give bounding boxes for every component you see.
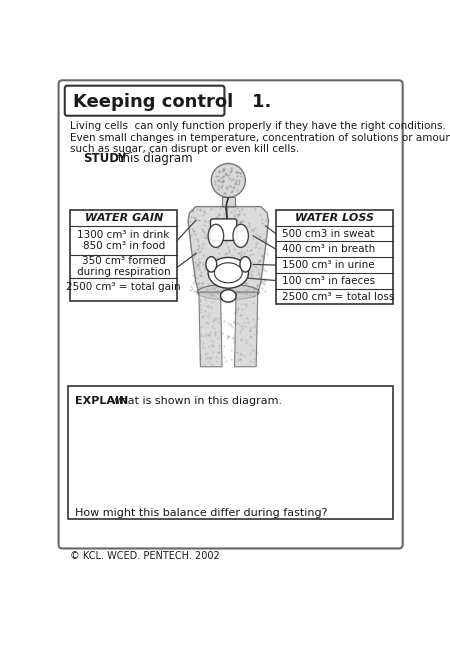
Bar bbox=[222, 196, 234, 207]
Text: EXPLAIN: EXPLAIN bbox=[75, 396, 128, 406]
Ellipse shape bbox=[240, 257, 251, 272]
Text: Living cells  can only function properly if they have the right conditions.
Even: Living cells can only function properly … bbox=[70, 121, 450, 154]
Text: 500 cm3 in sweat: 500 cm3 in sweat bbox=[282, 229, 374, 239]
Text: 100 cm³ in faeces: 100 cm³ in faeces bbox=[282, 276, 375, 286]
Text: 400 cm³ in breath: 400 cm³ in breath bbox=[282, 244, 375, 254]
Polygon shape bbox=[234, 292, 258, 367]
Ellipse shape bbox=[206, 257, 217, 272]
Text: 2500 cm³ = total gain: 2500 cm³ = total gain bbox=[66, 281, 181, 292]
Text: WATER GAIN: WATER GAIN bbox=[85, 213, 163, 223]
Bar bbox=[70, 211, 177, 302]
Bar bbox=[275, 211, 393, 304]
Text: 1300 cm³ in drink
850 cm³ in food: 1300 cm³ in drink 850 cm³ in food bbox=[77, 229, 170, 252]
Text: STUDY: STUDY bbox=[83, 152, 127, 165]
FancyBboxPatch shape bbox=[211, 219, 237, 240]
Ellipse shape bbox=[208, 224, 224, 248]
Text: this diagram: this diagram bbox=[113, 152, 192, 165]
Bar bbox=[68, 386, 393, 519]
Text: what is shown in this diagram.: what is shown in this diagram. bbox=[108, 396, 282, 406]
Ellipse shape bbox=[214, 263, 242, 283]
Ellipse shape bbox=[211, 163, 245, 198]
Text: © KCL. WCED. PENTECH. 2002: © KCL. WCED. PENTECH. 2002 bbox=[70, 551, 220, 561]
Ellipse shape bbox=[197, 284, 259, 300]
Text: 1500 cm³ in urine: 1500 cm³ in urine bbox=[282, 260, 374, 270]
Text: How might this balance differ during fasting?: How might this balance differ during fas… bbox=[75, 508, 327, 517]
Ellipse shape bbox=[233, 224, 248, 248]
Polygon shape bbox=[188, 207, 269, 294]
FancyBboxPatch shape bbox=[65, 86, 225, 116]
Text: Keeping control   1.: Keeping control 1. bbox=[73, 93, 272, 111]
Text: WATER LOSS: WATER LOSS bbox=[295, 213, 374, 223]
FancyBboxPatch shape bbox=[58, 81, 403, 549]
Ellipse shape bbox=[208, 257, 248, 288]
Ellipse shape bbox=[220, 290, 236, 302]
Text: 350 cm³ formed
during respiration: 350 cm³ formed during respiration bbox=[77, 256, 171, 278]
Text: 2500 cm³ = total loss: 2500 cm³ = total loss bbox=[282, 292, 394, 302]
Polygon shape bbox=[199, 292, 222, 367]
